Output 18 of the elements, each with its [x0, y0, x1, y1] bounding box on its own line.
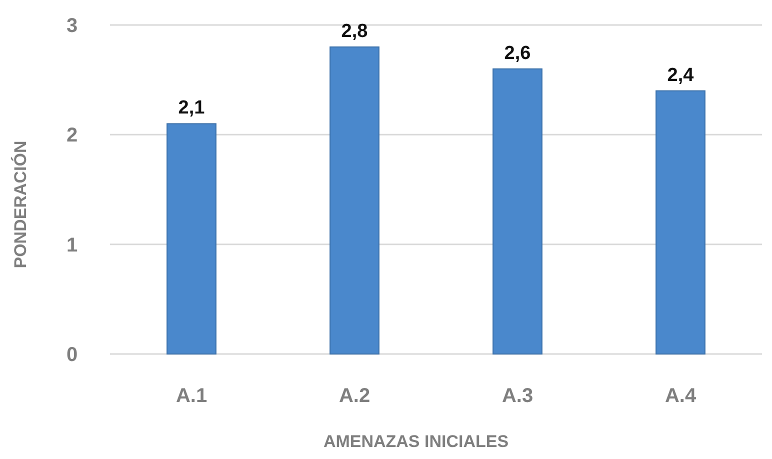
- y-tick-label: 3: [66, 15, 78, 37]
- x-tick-label: A.3: [502, 385, 534, 407]
- bar: [166, 123, 216, 354]
- bar: [656, 90, 706, 354]
- x-tick-label: A.2: [338, 385, 370, 407]
- data-label: 2,1: [178, 98, 206, 119]
- x-tick-label: A.4: [664, 385, 697, 407]
- x-tick-label: A.1: [176, 385, 208, 407]
- y-tick-label: 1: [66, 234, 78, 256]
- data-label: 2,8: [341, 20, 368, 42]
- bar: [330, 46, 380, 354]
- y-axis-title: PONDERACIÓN: [10, 140, 30, 268]
- data-label: 2,6: [504, 42, 531, 64]
- data-label: 2,4: [667, 64, 694, 86]
- y-tick-label: 0: [66, 344, 78, 366]
- x-axis-title: AMENAZAS INICIALES: [323, 432, 509, 451]
- bar: [492, 68, 542, 354]
- y-tick-label: 2: [66, 124, 78, 147]
